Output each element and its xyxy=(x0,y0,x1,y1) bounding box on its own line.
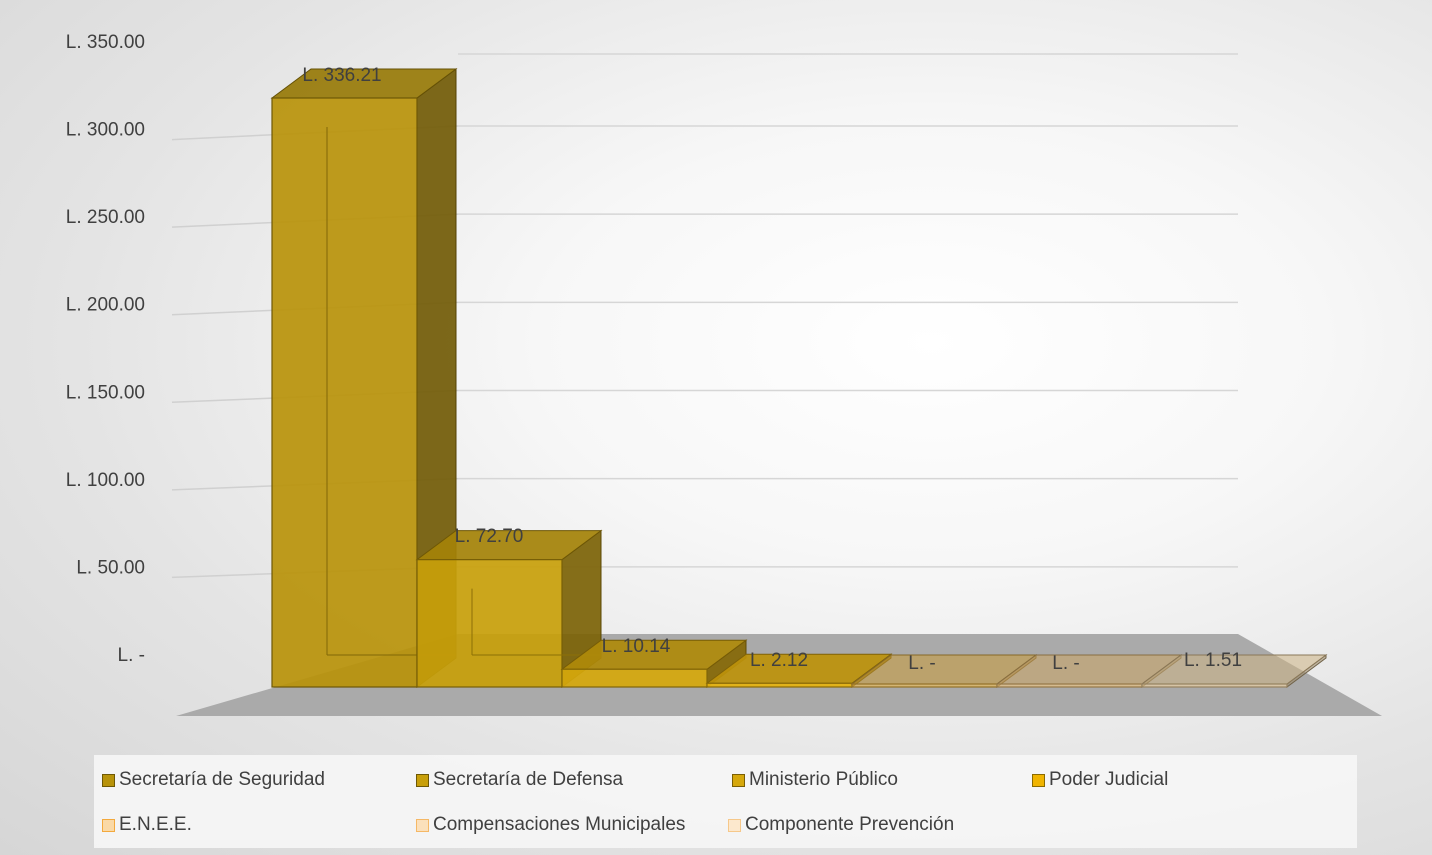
legend-label: Componente Prevención xyxy=(745,814,955,835)
legend-item-componente-prevencion: Componente Prevención xyxy=(728,814,954,836)
y-tick-label: L. 150.00 xyxy=(66,382,145,403)
legend-item-poder-judicial: Poder Judicial xyxy=(1032,769,1168,791)
bar xyxy=(851,683,998,688)
legend-label: Poder Judicial xyxy=(1049,769,1169,790)
legend-swatch xyxy=(102,773,115,787)
bar xyxy=(996,683,1143,688)
bar xyxy=(271,97,418,688)
legend-label: E.N.E.E. xyxy=(119,814,192,835)
y-tick-label: L. 250.00 xyxy=(66,207,145,228)
legend-label: Ministerio Público xyxy=(749,769,898,790)
legend-label: Compensaciones Municipales xyxy=(433,814,686,835)
data-label: L. 72.70 xyxy=(455,526,524,547)
data-label: L. 10.14 xyxy=(602,636,671,657)
y-tick-label: L. 350.00 xyxy=(66,32,145,53)
legend-label: Secretaría de Seguridad xyxy=(119,769,325,790)
y-tick-label: L. 300.00 xyxy=(66,120,145,141)
y-tick-label: L. 50.00 xyxy=(76,557,145,578)
legend-item-enee: E.N.E.E. xyxy=(102,814,192,836)
legend-swatch xyxy=(1032,773,1045,787)
legend-swatch xyxy=(728,818,741,832)
legend-label: Secretaría de Defensa xyxy=(433,769,624,790)
data-label: L. 336.21 xyxy=(302,65,381,86)
legend-item-secretaria-seguridad: Secretaría de Seguridad xyxy=(102,769,325,791)
legend-item-ministerio-publico: Ministerio Público xyxy=(732,769,898,791)
y-tick-label: L. 200.00 xyxy=(66,295,145,316)
data-label: L. 1.51 xyxy=(1184,650,1242,671)
y-tick-label: L. 100.00 xyxy=(66,470,145,491)
bar xyxy=(561,668,708,688)
legend-swatch xyxy=(416,773,429,787)
data-label: L. 2.12 xyxy=(750,650,808,671)
legend-swatch xyxy=(416,818,429,832)
bar xyxy=(706,682,853,688)
bar xyxy=(1141,683,1288,688)
legend-swatch xyxy=(732,773,745,787)
bar xyxy=(416,559,563,688)
data-label: L. - xyxy=(908,653,935,674)
y-tick-label: L. - xyxy=(118,645,145,666)
chart-legend: Secretaría de Seguridad Secretaría de De… xyxy=(94,755,1357,848)
legend-item-secretaria-defensa: Secretaría de Defensa xyxy=(416,769,623,791)
data-label: L. - xyxy=(1052,653,1079,674)
legend-item-compensaciones-municipales: Compensaciones Municipales xyxy=(416,814,685,836)
legend-swatch xyxy=(102,818,115,832)
